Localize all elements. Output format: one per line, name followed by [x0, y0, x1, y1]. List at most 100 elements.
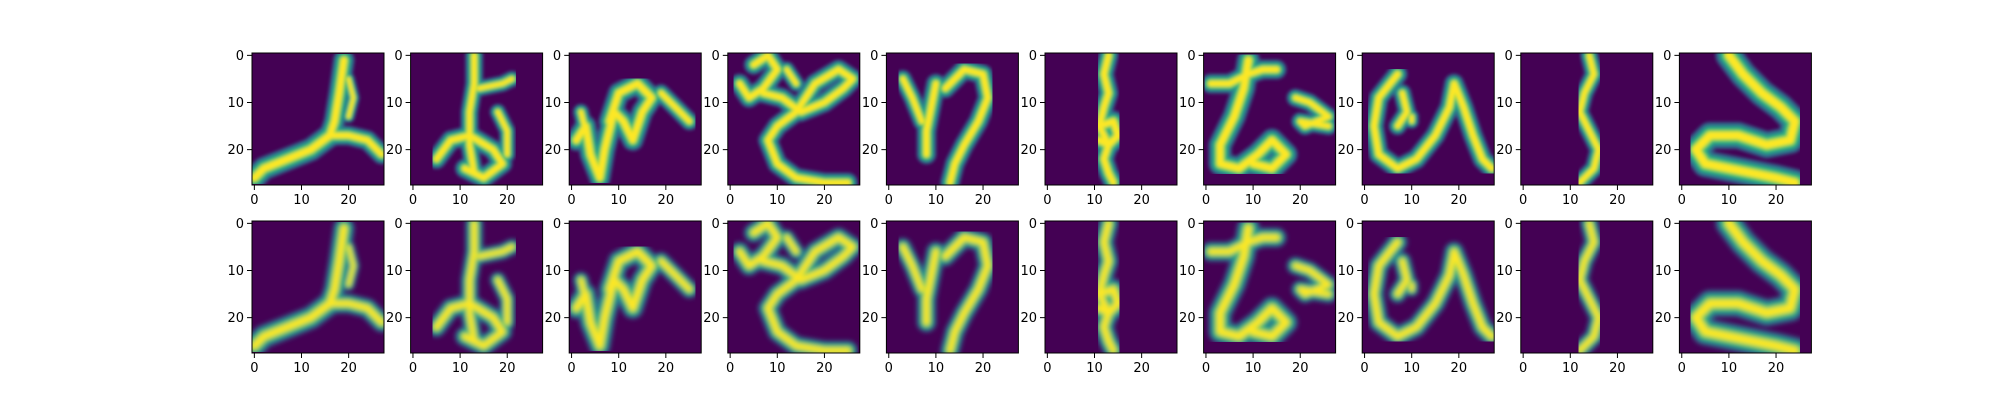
glyph-stroke [252, 300, 333, 349]
glyph-strokes [729, 221, 860, 353]
glyph-stroke [467, 53, 477, 176]
glyph-stroke [495, 277, 510, 325]
axes-frame [251, 52, 385, 186]
heatmap-image [1362, 53, 1495, 185]
glyph-stroke [1096, 286, 1121, 316]
heatmap-image [1362, 221, 1495, 353]
glyph-strokes [1364, 232, 1495, 347]
reconstruction-panel-1: 0 10 20 0 10 20 [227, 217, 385, 376]
axes-frame [1520, 52, 1654, 186]
y-tick-label: 10 [1496, 264, 1513, 279]
y-tick-label: 10 [1338, 96, 1355, 111]
x-tick-label: 0 [1360, 193, 1368, 208]
original-panel-9: 0 10 20 0 10 20 [1496, 49, 1654, 208]
x-tick-label: 0 [409, 361, 417, 376]
y-tick-label: 0 [712, 217, 720, 232]
y-tick-label: 20 [1655, 143, 1672, 158]
axes-frame [1044, 220, 1178, 354]
heatmap-image [252, 221, 384, 353]
x-tick-label: 10 [610, 193, 627, 208]
y-tick-label: 10 [703, 264, 720, 279]
y-tick-label: 0 [1663, 49, 1671, 64]
glyph-strokes [252, 221, 384, 353]
y-tick-label: 10 [1179, 264, 1196, 279]
y-tick-label: 0 [1663, 217, 1671, 232]
x-tick-label: 20 [816, 193, 833, 208]
x-tick-label: 20 [1451, 193, 1468, 208]
x-tick-label: 10 [1086, 361, 1103, 376]
glyph-strokes [1203, 53, 1336, 181]
x-tick-label: 20 [975, 361, 992, 376]
reconstruction-panel-8: 0 10 20 0 10 20 [1338, 217, 1495, 376]
y-tick-label: 0 [870, 49, 878, 64]
glyph-stroke [736, 53, 780, 101]
glyph-strokes [1088, 221, 1129, 353]
y-tick-label: 10 [1338, 264, 1355, 279]
y-tick-label: 0 [394, 217, 402, 232]
heatmap-image [569, 221, 702, 353]
x-tick-label: 10 [452, 361, 469, 376]
axes-frame [727, 52, 861, 186]
x-tick-label: 10 [769, 193, 786, 208]
y-tick-label: 10 [227, 96, 244, 111]
x-tick-label: 10 [1403, 361, 1420, 376]
glyph-strokes [252, 53, 384, 185]
glyph-stroke [658, 258, 692, 292]
y-tick-label: 0 [1187, 49, 1195, 64]
glyph-stroke [1395, 258, 1410, 297]
heatmap-image [410, 53, 543, 185]
glyph-strokes [1682, 221, 1809, 353]
y-tick-label: 20 [1020, 143, 1037, 158]
y-tick-label: 20 [1020, 311, 1037, 326]
heatmap-image [886, 53, 1019, 185]
heatmap-image [1520, 53, 1653, 185]
x-tick-label: 10 [769, 361, 786, 376]
x-tick-label: 0 [885, 193, 893, 208]
glyph-stroke [900, 76, 925, 124]
x-tick-label: 0 [1519, 361, 1527, 376]
reconstruction-panel-4: 0 10 20 0 10 20 [703, 217, 861, 376]
glyph-stroke [942, 66, 991, 185]
glyph-stroke [433, 132, 506, 181]
y-tick-label: 20 [227, 311, 244, 326]
glyph-strokes [1570, 221, 1608, 353]
x-tick-label: 20 [1609, 361, 1626, 376]
y-tick-label: 10 [862, 96, 879, 111]
heatmap-image [1679, 221, 1812, 353]
x-tick-label: 20 [1609, 193, 1626, 208]
glyph-strokes [1570, 53, 1608, 185]
y-tick-label: 20 [862, 143, 879, 158]
glyph-stroke [736, 221, 780, 269]
x-tick-label: 20 [658, 361, 675, 376]
glyph-stroke [476, 244, 515, 259]
glyph-strokes [569, 72, 699, 185]
x-tick-label: 10 [452, 193, 469, 208]
glyph-strokes [426, 53, 521, 185]
heatmap-image [1520, 221, 1653, 353]
y-tick-label: 20 [386, 311, 403, 326]
axes-frame [251, 220, 385, 354]
y-tick-label: 0 [1029, 49, 1037, 64]
x-tick-label: 10 [928, 361, 945, 376]
heatmap-image [1045, 53, 1177, 185]
y-tick-label: 0 [236, 49, 244, 64]
y-tick-label: 0 [1346, 49, 1354, 64]
x-tick-label: 20 [1768, 193, 1785, 208]
y-tick-label: 0 [1505, 217, 1513, 232]
glyph-stroke [784, 235, 799, 254]
glyph-stroke [900, 244, 925, 292]
axes-frame [1203, 52, 1337, 186]
y-tick-label: 0 [1346, 217, 1354, 232]
x-tick-label: 0 [250, 193, 258, 208]
glyph-stroke [578, 109, 588, 133]
heatmap-image [1203, 221, 1336, 353]
original-panel-1: 0 10 20 0 10 20 [227, 49, 385, 208]
glyph-stroke [326, 225, 347, 307]
y-tick-label: 0 [1505, 49, 1513, 64]
reconstruction-panel-2: 0 10 20 0 10 20 [386, 217, 544, 376]
x-tick-label: 20 [1451, 361, 1468, 376]
x-tick-label: 20 [816, 361, 833, 376]
x-tick-label: 10 [293, 361, 310, 376]
glyph-stroke [784, 67, 799, 86]
